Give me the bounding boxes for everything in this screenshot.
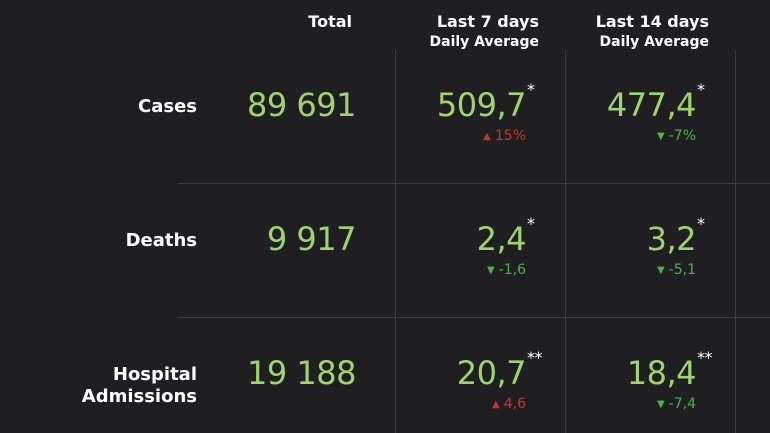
deaths-last-14: 3,2 * ▼ -5,1 (646, 215, 705, 281)
change-text: -7,4 (668, 396, 696, 412)
asterisk: * (527, 80, 535, 99)
header-last-14-subtitle: Daily Average (599, 34, 710, 50)
hospital-admissions-total: 19 188 (247, 354, 356, 392)
hospital-admissions-last-7-value: 20,7 ** (456, 349, 543, 393)
cases-last-14-value: 477,4 * (606, 81, 705, 125)
change-text: -1,6 (498, 262, 526, 278)
asterisk: * (527, 214, 535, 233)
arrow-up-icon: ▲ (492, 399, 500, 410)
row-label-deaths: Deaths (126, 230, 197, 252)
deaths-last-14-change: ▼ -5,1 (647, 261, 696, 281)
hospital-admissions-last-7: 20,7 ** ▲ 4,6 (456, 349, 543, 415)
grid-divider-horizontal (178, 317, 770, 318)
arrow-down-icon: ▼ (657, 131, 665, 142)
arrow-down-icon: ▼ (656, 399, 665, 410)
hospital-admissions-last-14-change: ▼ -7,4 (627, 395, 696, 415)
header-last-7-subtitle: Daily Average (429, 34, 540, 50)
row-label-cases: Cases (138, 96, 197, 118)
value-text: 2,4 (476, 220, 527, 258)
header-last-14-title: Last 14 days (595, 12, 709, 31)
cases-total: 89 691 (247, 86, 356, 124)
deaths-last-7-change: ▼ -1,6 (477, 261, 526, 281)
change-text: -5,1 (668, 262, 696, 278)
cases-last-7-change: ▲ 15% (437, 127, 526, 147)
cases-last-7-value: 509,7 * (436, 81, 535, 125)
cases-last-14: 477,4 * ▼ -7% (606, 81, 705, 147)
header-total: Total (308, 12, 352, 32)
asterisk: * (697, 214, 705, 233)
row-label-line: Deaths (125, 230, 197, 251)
row-label-line: Hospital (112, 364, 197, 385)
grid-divider-vertical (565, 50, 566, 433)
change-text: -7% (668, 128, 696, 144)
value-text: 3,2 (646, 220, 697, 258)
header-last-14-days: Last 14 days Daily Average (596, 12, 709, 52)
row-label-line: Admissions (81, 386, 197, 407)
deaths-last-7-value: 2,4 * (476, 215, 535, 259)
header-last-7-title: Last 7 days (436, 12, 539, 31)
grid-divider-vertical (395, 50, 396, 433)
asterisk: * (697, 80, 705, 99)
arrow-down-icon: ▼ (656, 265, 665, 276)
hospital-admissions-last-14-value: 18,4 ** (626, 349, 713, 393)
row-label-hospital-admissions: Hospital Admissions (82, 364, 197, 408)
value-text: 509,7 (436, 86, 527, 124)
value-text: 477,4 (606, 86, 697, 124)
value-text: 18,4 (626, 354, 697, 392)
hospital-admissions-last-14: 18,4 ** ▼ -7,4 (626, 349, 713, 415)
header-last-7-days: Last 7 days Daily Average (430, 12, 540, 52)
grid-divider-vertical (735, 50, 736, 433)
cases-last-7: 509,7 * ▲ 15% (436, 81, 535, 147)
deaths-last-14-value: 3,2 * (646, 215, 705, 259)
grid-divider-horizontal (178, 183, 770, 184)
cases-last-14-change: ▼ -7% (607, 127, 696, 147)
arrow-down-icon: ▼ (486, 265, 495, 276)
deaths-last-7: 2,4 * ▼ -1,6 (476, 215, 535, 281)
change-text: 4,6 (503, 396, 526, 412)
value-text: 20,7 (456, 354, 527, 392)
change-text: 15% (494, 128, 526, 144)
row-label-line: Cases (138, 96, 197, 117)
deaths-total: 9 917 (266, 220, 357, 258)
header-total-label: Total (308, 12, 352, 31)
asterisk: ** (697, 348, 713, 367)
asterisk: ** (527, 348, 543, 367)
hospital-admissions-last-7-change: ▲ 4,6 (457, 395, 526, 415)
arrow-up-icon: ▲ (483, 131, 491, 142)
